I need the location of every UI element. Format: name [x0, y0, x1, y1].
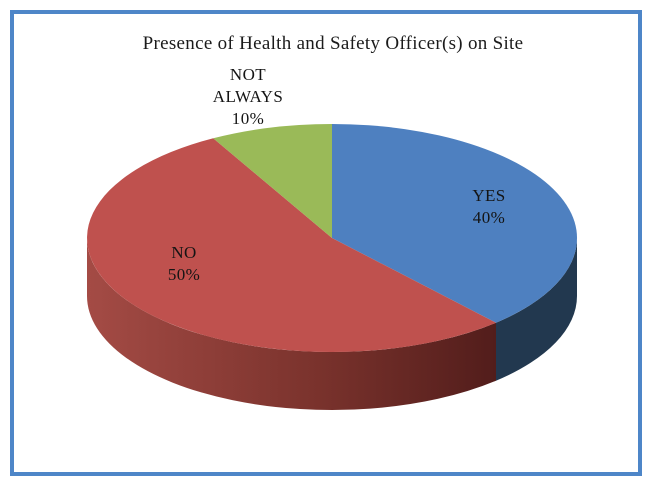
- pie-slice-not-always: [213, 124, 332, 238]
- slice-label-yes-pct: 40%: [472, 208, 506, 227]
- slice-label-not-always: NOT ALWAYS 10%: [213, 64, 283, 130]
- slice-label-no: NO 50%: [168, 242, 200, 286]
- chart-border-frame: [10, 10, 642, 476]
- pie-slice-yes-side-wall: [496, 238, 577, 381]
- slice-label-no-text: NO: [171, 243, 197, 262]
- slice-label-no-pct: 50%: [167, 265, 201, 284]
- chart-title: Presence of Health and Safety Officer(s)…: [142, 33, 524, 54]
- slice-label-yes-text: YES: [472, 186, 506, 205]
- slice-label-not-always-pct: 10%: [231, 109, 265, 128]
- slice-label-yes: YES 40%: [472, 185, 505, 229]
- slice-label-not-always-line2: ALWAYS: [212, 87, 284, 106]
- pie-slice-no-side-wall: [86, 238, 496, 411]
- pie-slice-no: [87, 138, 496, 352]
- pie-slice-yes: [332, 124, 578, 323]
- slice-label-not-always-line1: NOT: [229, 65, 267, 84]
